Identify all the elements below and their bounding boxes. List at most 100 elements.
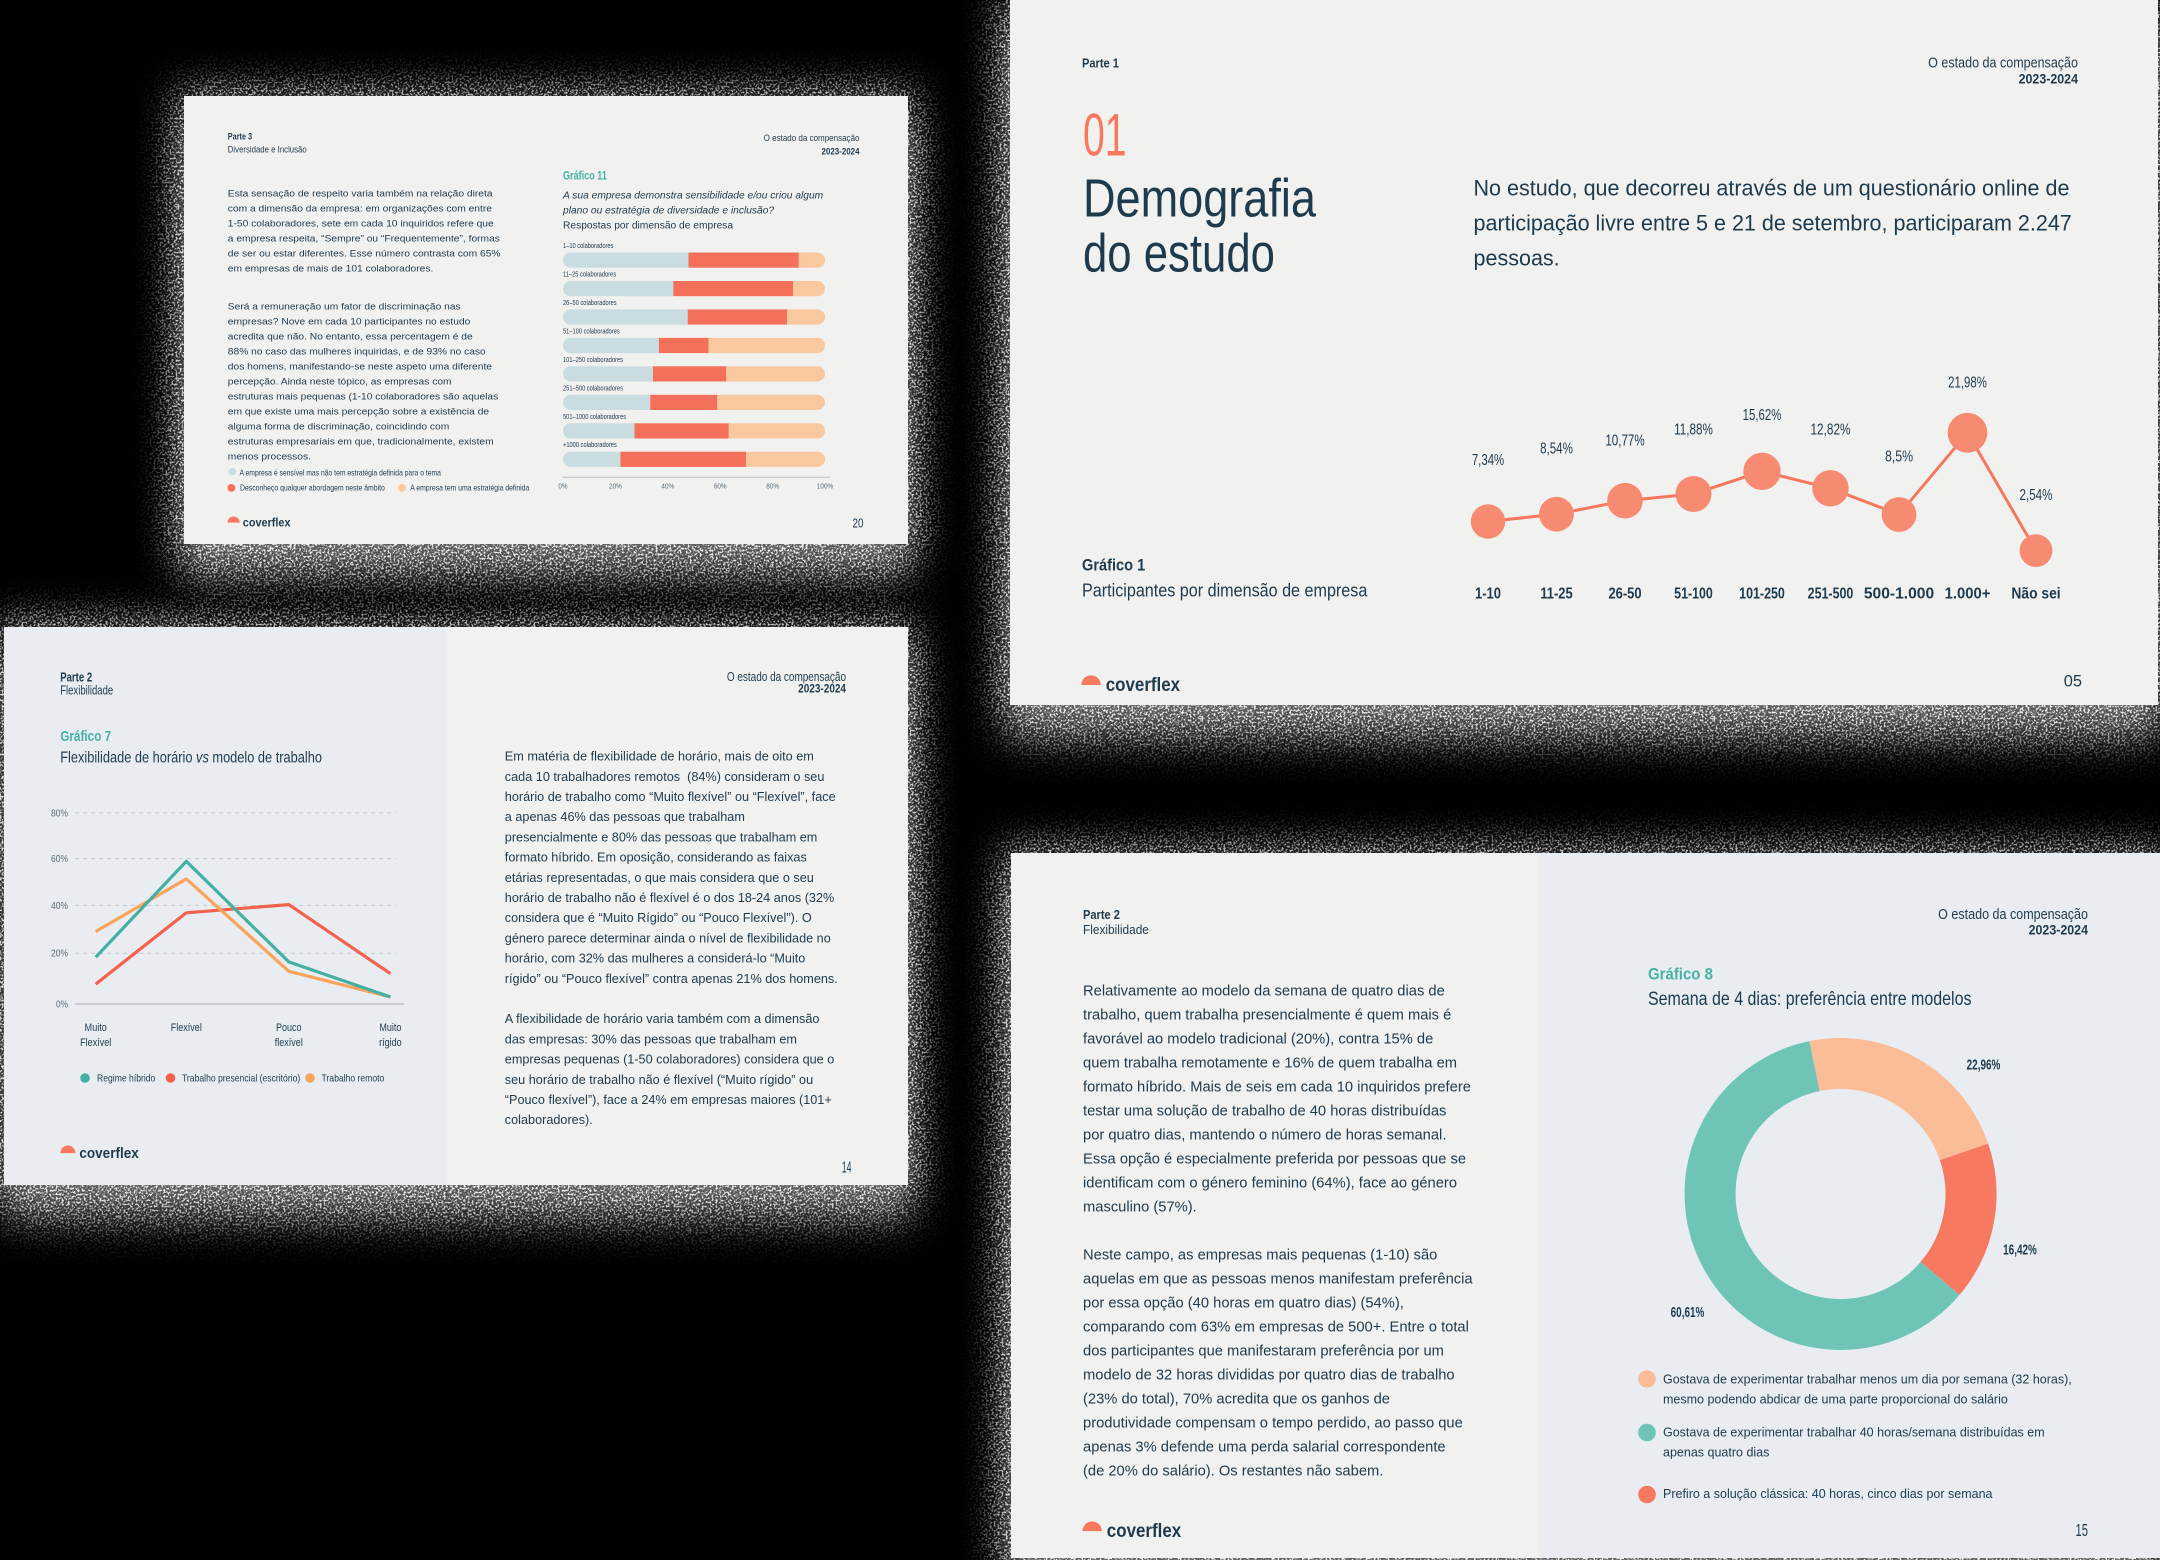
svg-text:estruturas mais pequenas (1-10: estruturas mais pequenas (1-10 colaborad… bbox=[228, 392, 499, 403]
svg-text:Regime híbrido: Regime híbrido bbox=[97, 1073, 155, 1085]
svg-text:251-500: 251-500 bbox=[1808, 584, 1854, 602]
svg-text:Gráfico 11: Gráfico 11 bbox=[563, 169, 607, 183]
svg-text:empresas? Nove em cada 10 part: empresas? Nove em cada 10 participantes … bbox=[228, 317, 471, 328]
svg-text:género parece determinar ainda: género parece determinar ainda o nível d… bbox=[505, 931, 831, 945]
svg-text:501–1000 colaboradores: 501–1000 colaboradores bbox=[563, 413, 627, 421]
svg-text:dos participantes que manifest: dos participantes que manifestaram prefe… bbox=[1083, 1343, 1444, 1359]
svg-text:testar uma solução de trabalho: testar uma solução de trabalho de 40 hor… bbox=[1083, 1103, 1446, 1119]
svg-text:0%: 0% bbox=[558, 483, 567, 491]
svg-text:Neste campo, as empresas mais: Neste campo, as empresas mais pequenas (… bbox=[1083, 1247, 1437, 1263]
svg-text:colaboradores).: colaboradores). bbox=[505, 1113, 593, 1127]
svg-text:1-50 colaboradores, sete em ca: 1-50 colaboradores, sete em cada 10 inqu… bbox=[228, 219, 494, 230]
svg-text:60,61%: 60,61% bbox=[1671, 1303, 1705, 1321]
svg-text:No estudo, que decorreu atravé: No estudo, que decorreu através de um qu… bbox=[1474, 175, 2070, 201]
svg-text:com a dimensão da empresa: em: com a dimensão da empresa: em organizaçõ… bbox=[228, 204, 493, 215]
svg-text:80%: 80% bbox=[766, 483, 779, 491]
svg-text:coverflex: coverflex bbox=[243, 517, 291, 530]
svg-text:7,34%: 7,34% bbox=[1472, 450, 1504, 468]
svg-text:considera que é “Muito Rígido”: considera que é “Muito Rígido” ou “Pouco… bbox=[505, 911, 812, 925]
svg-text:acredita que não. No entanto,: acredita que não. No entanto, essa perce… bbox=[228, 332, 473, 343]
svg-text:Participantes por dimensão de: Participantes por dimensão de empresa bbox=[1082, 579, 1368, 600]
svg-text:menos processos.: menos processos. bbox=[228, 452, 311, 463]
svg-text:Demografia: Demografia bbox=[1083, 168, 1316, 229]
svg-text:100%: 100% bbox=[817, 483, 833, 491]
svg-text:2023-2024: 2023-2024 bbox=[2029, 922, 2089, 938]
svg-text:modelo de 32 horas divididas p: modelo de 32 horas divididas por quatro … bbox=[1083, 1367, 1455, 1383]
svg-text:pessoas.: pessoas. bbox=[1474, 245, 1560, 271]
svg-text:presencialmente e 80% das pess: presencialmente e 80% das pessoas que tr… bbox=[505, 830, 818, 844]
svg-text:A flexibilidade de horário var: A flexibilidade de horário varia também … bbox=[505, 1012, 820, 1026]
svg-text:horário de trabalho como “Muit: horário de trabalho como “Muito flexível… bbox=[505, 790, 836, 804]
svg-text:Não sei: Não sei bbox=[2011, 586, 2060, 603]
svg-text:etárias representadas, o que m: etárias representadas, o que mais consid… bbox=[505, 871, 814, 885]
svg-text:Gostava de experimentar trabal: Gostava de experimentar trabalhar menos … bbox=[1663, 1373, 2072, 1387]
svg-text:15: 15 bbox=[2076, 1520, 2088, 1540]
svg-text:apenas quatro dias: apenas quatro dias bbox=[1663, 1446, 1769, 1460]
svg-text:Relativamente ao modelo da sem: Relativamente ao modelo da semana de qua… bbox=[1083, 983, 1445, 999]
svg-text:251–500 colaboradores: 251–500 colaboradores bbox=[563, 385, 624, 393]
svg-text:Essa opção é especialmente pre: Essa opção é especialmente preferida por… bbox=[1083, 1151, 1466, 1167]
svg-text:identificam com o género femin: identificam com o género feminino (64%),… bbox=[1083, 1175, 1457, 1191]
svg-text:Flexível: Flexível bbox=[80, 1037, 111, 1049]
svg-text:Muito: Muito bbox=[379, 1022, 401, 1034]
svg-text:coverflex: coverflex bbox=[1107, 1520, 1181, 1541]
svg-text:dos homens, manifestando-se ne: dos homens, manifestando-se neste aspeto… bbox=[228, 362, 493, 373]
svg-text:51–100 colaboradores: 51–100 colaboradores bbox=[563, 328, 620, 336]
svg-text:2,54%: 2,54% bbox=[2020, 485, 2053, 503]
svg-text:Prefiro a solução clássica: 40: Prefiro a solução clássica: 40 horas, ci… bbox=[1663, 1487, 1993, 1501]
svg-text:favorável ao modelo tradiciona: favorável ao modelo tradicional (20%), c… bbox=[1083, 1031, 1433, 1047]
svg-text:O estado da compensação: O estado da compensação bbox=[1938, 905, 2088, 922]
svg-text:60%: 60% bbox=[714, 483, 727, 491]
svg-text:por quatro dias, mantendo o nú: por quatro dias, mantendo o número de ho… bbox=[1083, 1127, 1446, 1143]
svg-text:22,96%: 22,96% bbox=[1967, 1055, 2001, 1073]
svg-text:a empresa respeita, “Sempre” o: a empresa respeita, “Sempre” ou “Frequen… bbox=[228, 234, 500, 245]
svg-text:1–10 colaboradores: 1–10 colaboradores bbox=[563, 242, 614, 250]
svg-text:seu horário de trabalho não é: seu horário de trabalho não é flexível (… bbox=[505, 1073, 813, 1087]
svg-text:Respostas por dimensão de empr: Respostas por dimensão de empresa bbox=[563, 221, 733, 232]
svg-text:Parte 2: Parte 2 bbox=[60, 671, 92, 684]
svg-text:percepção. Ainda neste tópico,: percepção. Ainda neste tópico, as empres… bbox=[228, 377, 452, 388]
svg-text:Flexível: Flexível bbox=[171, 1022, 202, 1034]
svg-text:Gráfico 7: Gráfico 7 bbox=[60, 728, 111, 745]
svg-text:51-100: 51-100 bbox=[1674, 584, 1713, 602]
svg-text:16,42%: 16,42% bbox=[2003, 1240, 2037, 1258]
svg-text:em que existe uma mais percepç: em que existe uma mais percepção sobre a… bbox=[228, 407, 490, 418]
svg-text:apenas 3% defende uma perda sa: apenas 3% defende uma perda salarial cor… bbox=[1083, 1439, 1446, 1455]
svg-text:das empresas: 30% das pessoas: das empresas: 30% das pessoas que trabal… bbox=[505, 1032, 797, 1046]
svg-text:10,77%: 10,77% bbox=[1605, 431, 1644, 449]
svg-text:Flexibilidade: Flexibilidade bbox=[1083, 923, 1149, 937]
svg-text:O estado da compensação: O estado da compensação bbox=[727, 671, 846, 684]
svg-text:O estado da compensação: O estado da compensação bbox=[1928, 54, 2078, 71]
svg-text:aquelas em que as pessoas meno: aquelas em que as pessoas menos manifest… bbox=[1083, 1271, 1473, 1287]
svg-text:mesmo podendo abdicar de uma p: mesmo podendo abdicar de uma parte propo… bbox=[1663, 1393, 2008, 1407]
svg-text:2023-2024: 2023-2024 bbox=[798, 683, 846, 696]
svg-text:+1000 colaboradores: +1000 colaboradores bbox=[563, 442, 617, 450]
svg-text:Parte 1: Parte 1 bbox=[1082, 56, 1119, 71]
svg-text:88% no caso das mulheres inqui: 88% no caso das mulheres inquiridas, e d… bbox=[228, 347, 486, 358]
svg-text:0%: 0% bbox=[56, 999, 69, 1011]
svg-text:21,98%: 21,98% bbox=[1948, 373, 1987, 391]
svg-text:coverflex: coverflex bbox=[79, 1145, 138, 1162]
svg-text:formato híbrido. Em oposição,: formato híbrido. Em oposição, consideran… bbox=[505, 851, 807, 865]
svg-text:A empresa é sensível mas não t: A empresa é sensível mas não tem estraté… bbox=[240, 468, 442, 478]
svg-text:Trabalho presencial (escritóri: Trabalho presencial (escritório) bbox=[182, 1073, 300, 1085]
svg-text:Semana de 4 dias: preferência: Semana de 4 dias: preferência entre mode… bbox=[1648, 988, 1972, 1010]
svg-text:101–250 colaboradores: 101–250 colaboradores bbox=[563, 356, 624, 364]
svg-text:8,54%: 8,54% bbox=[1540, 438, 1573, 456]
svg-text:em empresas de mais de 101 col: em empresas de mais de 101 colaboradores… bbox=[228, 264, 434, 275]
svg-text:Diversidade e Inclusão: Diversidade e Inclusão bbox=[228, 144, 307, 155]
svg-text:26–50 colaboradores: 26–50 colaboradores bbox=[563, 299, 617, 307]
svg-text:flexível: flexível bbox=[275, 1037, 303, 1049]
svg-text:“Pouco flexível”), face a 24%: “Pouco flexível”), face a 24% em empresa… bbox=[505, 1093, 832, 1107]
svg-text:05: 05 bbox=[2064, 671, 2082, 690]
svg-text:101-250: 101-250 bbox=[1739, 584, 1785, 602]
svg-text:trabalho, quem trabalha presen: trabalho, quem trabalha presencialmente … bbox=[1083, 1007, 1451, 1023]
svg-text:26-50: 26-50 bbox=[1608, 586, 1641, 603]
svg-text:Parte 2: Parte 2 bbox=[1083, 907, 1120, 922]
svg-text:60%: 60% bbox=[51, 853, 68, 865]
svg-text:produtividade compensam o temp: produtividade compensam o tempo perdido,… bbox=[1083, 1415, 1463, 1431]
svg-text:empresas pequenas (1-50 colabo: empresas pequenas (1-50 colaboradores) c… bbox=[505, 1053, 834, 1067]
svg-text:alguma forma de discriminação,: alguma forma de discriminação, coincidin… bbox=[228, 422, 449, 433]
svg-text:Em matéria de flexibilidade de: Em matéria de flexibilidade de horário, … bbox=[505, 750, 814, 764]
svg-text:Desconheço qualquer abordagem: Desconheço qualquer abordagem neste âmbi… bbox=[240, 483, 385, 493]
